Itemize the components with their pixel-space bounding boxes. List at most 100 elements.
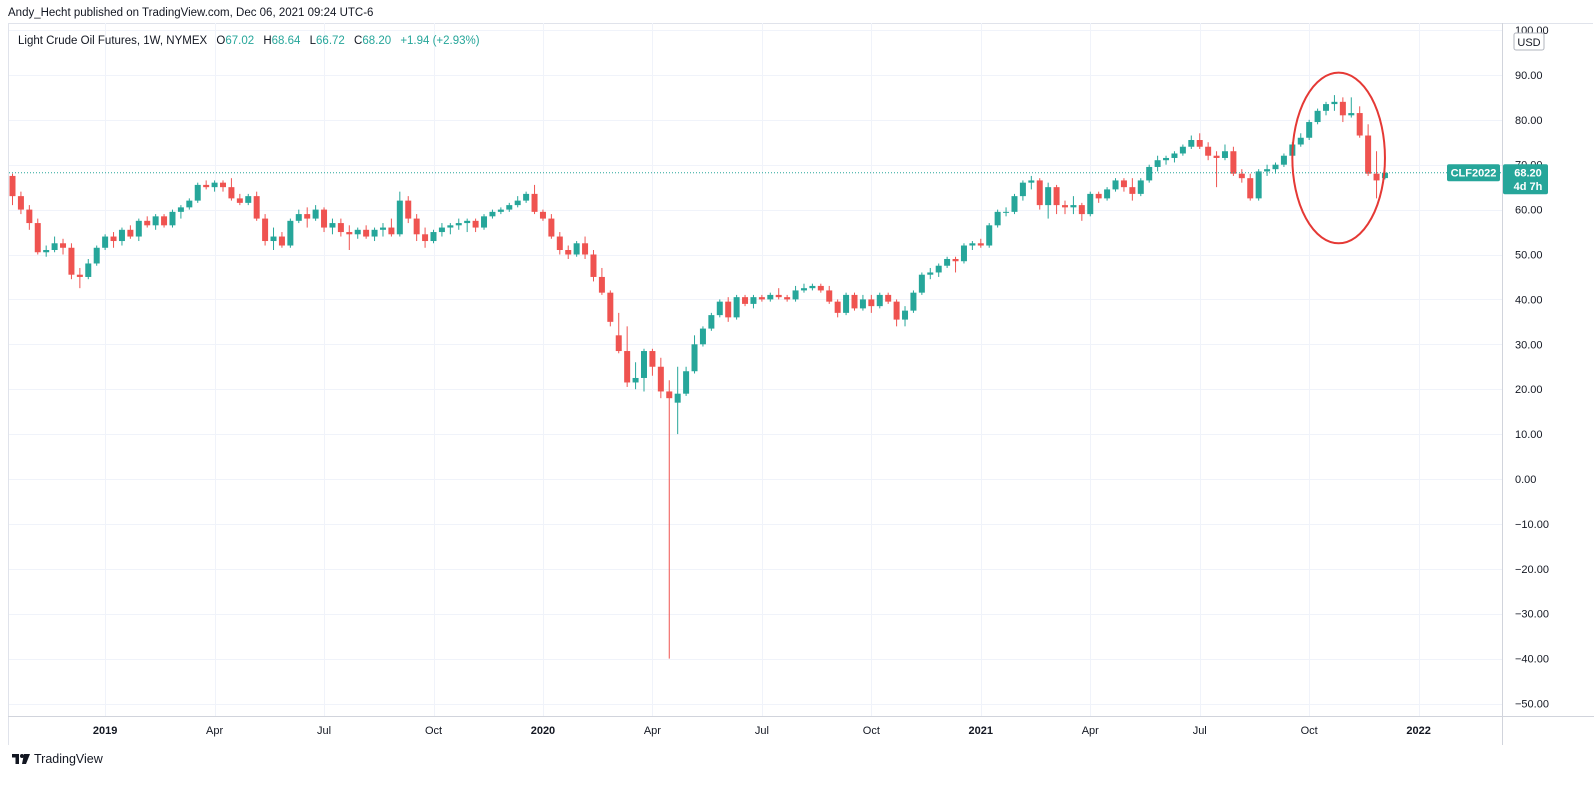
currency-box[interactable]: USD	[1513, 32, 1545, 51]
candle-body	[186, 200, 193, 208]
candle-body	[1306, 122, 1313, 138]
candle-body	[51, 243, 58, 251]
candle-body	[716, 301, 723, 316]
candle-body	[1255, 171, 1262, 199]
candle-body	[1230, 151, 1237, 174]
candle-body	[405, 200, 412, 219]
candle	[893, 299, 900, 327]
candle	[1019, 180, 1026, 201]
candle	[1297, 133, 1304, 147]
candle	[1129, 178, 1136, 201]
open-key: O	[216, 35, 226, 47]
symbol-legend: Light Crude Oil Futures, 1W, NYMEX O67.0…	[18, 35, 480, 47]
candle-body	[598, 276, 605, 293]
candle-body	[161, 216, 168, 226]
candle-body	[1365, 135, 1372, 174]
x-tick-label: Apr	[1082, 725, 1099, 737]
candle-body	[371, 229, 378, 237]
candle	[910, 290, 917, 313]
y-tick-label: −40.00	[1515, 654, 1549, 666]
candle-body	[607, 292, 614, 322]
candle-body	[1179, 146, 1186, 154]
price-tag-price: 68.20	[1514, 167, 1542, 179]
candle	[1062, 200, 1068, 215]
candle-body	[60, 243, 67, 248]
price-axis[interactable]: −50.00 −40.00 −30.00 −20.00 −10.00 0.00 10.00 2…	[1515, 25, 1549, 711]
candle-body	[725, 301, 732, 318]
candle	[750, 294, 757, 309]
y-tick-label: 30.00	[1515, 339, 1543, 351]
candle	[683, 366, 690, 396]
tradingview-logo[interactable]: TradingView	[12, 752, 103, 766]
candle	[354, 227, 361, 239]
candle-body	[944, 258, 951, 266]
grid-lines	[9, 23, 1502, 716]
candle	[716, 299, 723, 318]
candle-body	[1280, 155, 1287, 165]
candle	[556, 232, 563, 255]
candle-body	[960, 245, 967, 262]
candle	[1247, 173, 1254, 201]
candle	[1078, 202, 1085, 221]
candle	[245, 193, 252, 206]
candle-body	[826, 290, 833, 302]
candle-body	[1213, 155, 1220, 158]
candle	[1154, 155, 1161, 172]
time-axis[interactable]: 2019 Apr Jul Oct 2020 Apr Jul Oct 2021 Apr Jul Oct 2…	[93, 725, 1431, 737]
candle-body	[876, 294, 883, 307]
candle-body	[422, 234, 429, 242]
candle-body	[800, 288, 807, 291]
candle-body	[1247, 178, 1254, 199]
candle	[363, 225, 370, 239]
candle	[582, 236, 589, 259]
candle	[548, 214, 555, 239]
candle-body	[1196, 140, 1203, 147]
candle	[674, 366, 681, 435]
close-value: 68.20	[362, 35, 392, 47]
candle	[1306, 119, 1313, 141]
y-tick-label: 40.00	[1515, 294, 1543, 306]
candle	[1087, 191, 1094, 217]
candle	[312, 205, 319, 221]
candle-body	[666, 391, 673, 399]
candle-body	[952, 258, 959, 262]
candle-body	[472, 220, 479, 228]
annotation-ellipse	[1291, 71, 1386, 245]
candle-body	[843, 294, 850, 313]
candle-body	[742, 297, 749, 304]
candle-body	[1078, 205, 1085, 215]
candle-body	[497, 209, 504, 212]
y-tick-label: 80.00	[1515, 115, 1543, 127]
candle-body	[767, 294, 774, 300]
y-tick-label: −10.00	[1515, 519, 1549, 531]
candle	[809, 283, 816, 291]
candle-body	[85, 263, 92, 277]
candle-body	[438, 227, 445, 233]
candle-body	[413, 218, 420, 235]
y-tick-label: 60.00	[1515, 205, 1543, 217]
candle-body	[464, 220, 471, 224]
candle-body	[1053, 187, 1060, 206]
candle	[337, 218, 344, 237]
candle-body	[1314, 110, 1321, 123]
candle	[17, 191, 24, 215]
candle	[1280, 153, 1287, 167]
candle	[691, 335, 698, 374]
y-tick-label: 90.00	[1515, 70, 1543, 82]
candle	[657, 357, 664, 399]
candle-body	[354, 229, 361, 235]
candle	[1104, 187, 1111, 201]
candle	[817, 283, 824, 293]
candle-body	[775, 294, 782, 298]
candle	[497, 207, 504, 215]
candle-body	[548, 218, 555, 237]
candle	[859, 294, 866, 311]
candle	[649, 348, 656, 376]
candle	[438, 223, 445, 237]
candle-body	[792, 290, 799, 300]
candle	[615, 312, 622, 354]
candle	[287, 218, 294, 248]
candle	[784, 294, 791, 302]
y-tick-label: 50.00	[1515, 250, 1543, 262]
